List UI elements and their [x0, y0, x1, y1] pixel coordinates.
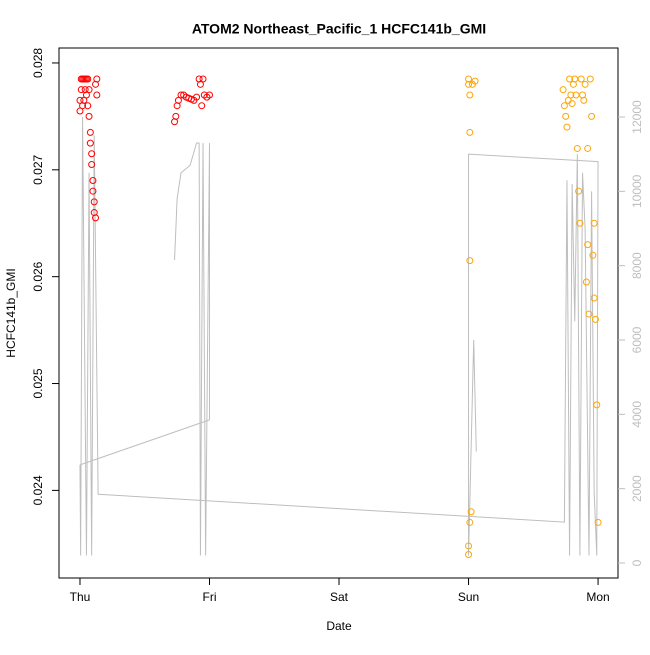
data-point — [584, 241, 592, 249]
data-point — [575, 187, 583, 195]
data-point — [465, 75, 473, 83]
data-point — [93, 75, 101, 83]
y2-tick-label: 2000 — [630, 475, 644, 502]
data-point — [585, 310, 593, 318]
data-point — [93, 91, 101, 99]
data-point — [568, 100, 576, 108]
data-point — [567, 91, 575, 99]
data-point — [593, 401, 601, 409]
data-point — [560, 102, 568, 110]
data-point — [84, 75, 92, 83]
y2-tick-label: 0 — [630, 559, 644, 566]
y-tick-label: 0.028 — [31, 48, 45, 78]
plot-frame — [58, 47, 619, 579]
data-point — [77, 86, 85, 94]
data-point — [89, 187, 97, 195]
data-point — [591, 315, 599, 323]
data-point — [582, 278, 590, 286]
x-tick-label: Mon — [586, 590, 609, 604]
y-axis-label: HCFC141b_GMI — [4, 268, 18, 357]
data-point — [588, 112, 596, 120]
data-point — [559, 86, 567, 94]
chart-title: ATOM2 Northeast_Pacific_1 HCFC141b_GMI — [192, 21, 486, 37]
data-point — [85, 86, 93, 94]
data-point — [172, 112, 180, 120]
y2-tick-label: 10000 — [630, 174, 644, 208]
data-point — [467, 508, 475, 516]
data-point — [199, 75, 207, 83]
altitude-line — [79, 117, 599, 556]
data-point — [193, 93, 201, 101]
data-point — [85, 112, 93, 120]
data-point — [562, 112, 570, 120]
data-point — [89, 177, 97, 184]
data-point — [580, 96, 588, 104]
y2-tick-label: 6000 — [630, 326, 644, 353]
data-point — [586, 75, 594, 83]
data-point — [466, 128, 474, 136]
y-tick-label: 0.026 — [31, 261, 45, 291]
data-point — [584, 144, 592, 152]
y2-tick-label: 8000 — [630, 252, 644, 279]
x-tick-label: Sat — [330, 590, 349, 604]
data-point — [563, 123, 571, 131]
data-point — [198, 102, 206, 110]
data-point — [465, 550, 473, 558]
data-point — [88, 160, 96, 168]
data-point — [465, 542, 473, 550]
data-point — [92, 214, 100, 222]
y2-tick-label: 12000 — [630, 100, 644, 134]
data-point — [465, 80, 473, 88]
data-point — [471, 77, 479, 85]
y-tick-label: 0.025 — [31, 368, 45, 398]
y2-tick-label: 4000 — [630, 401, 644, 428]
x-axis-label: Date — [326, 619, 352, 633]
data-point — [466, 518, 474, 526]
data-point — [90, 198, 98, 206]
data-point — [466, 257, 474, 265]
data-point — [86, 139, 94, 147]
x-tick-label: Fri — [203, 590, 217, 604]
data-point — [86, 128, 94, 136]
data-point — [566, 75, 574, 83]
x-tick-label: Thu — [70, 590, 91, 604]
data-point — [573, 144, 581, 152]
data-point — [589, 251, 597, 259]
data-point — [88, 150, 96, 158]
data-point — [594, 518, 602, 526]
data-point — [206, 91, 213, 99]
data-point — [590, 219, 598, 227]
x-tick-label: Sun — [458, 590, 479, 604]
data-point — [466, 91, 474, 99]
data-point — [577, 75, 585, 83]
data-point — [84, 102, 92, 110]
data-point — [590, 294, 598, 302]
data-point — [581, 80, 589, 88]
y-tick-label: 0.027 — [31, 154, 45, 184]
data-point — [576, 219, 584, 227]
y-tick-label: 0.024 — [31, 475, 45, 505]
